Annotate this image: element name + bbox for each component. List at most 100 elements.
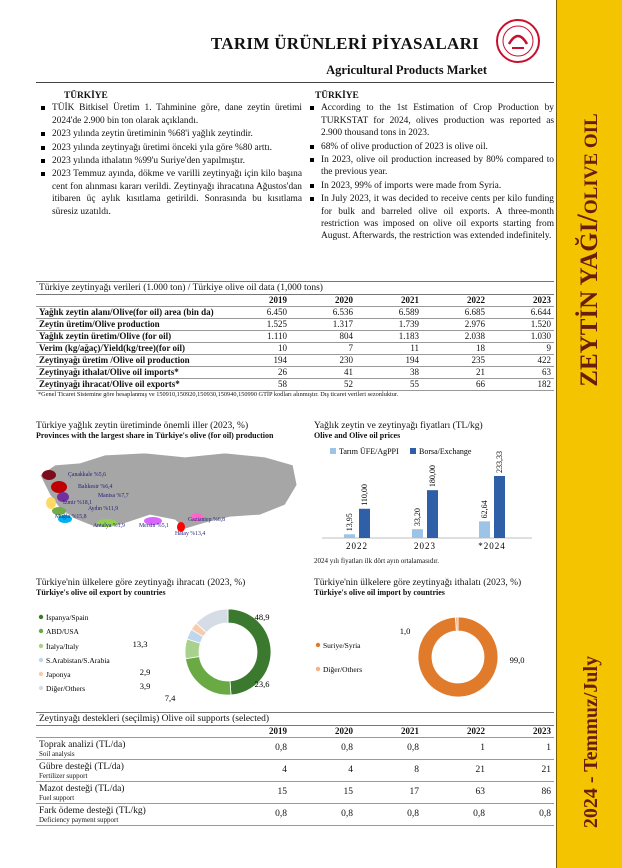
value-label: 7,4 bbox=[165, 693, 176, 703]
value-label: 2,9 bbox=[140, 667, 151, 677]
price-header: Yağlık zeytin ve zeytinyağı fiyatları (T… bbox=[314, 421, 554, 440]
price-note: 2024 yılı fiyatları ilk dört ayın ortala… bbox=[314, 557, 440, 565]
table-cell: 0,8 bbox=[275, 809, 287, 819]
value-label: 110,00 bbox=[360, 484, 369, 506]
export-subtitle: Türkiye's olive oil export by countries bbox=[36, 588, 166, 597]
header-title: TARIM ÜRÜNLERİ PİYASALARI bbox=[210, 34, 480, 53]
value-label: 13,3 bbox=[133, 639, 148, 649]
header-row: 2019 2020 2021 2022 2023 bbox=[36, 726, 554, 738]
legend-marker bbox=[38, 685, 44, 691]
legend-label: S.Arabistan/S.Arabia bbox=[46, 656, 110, 665]
province-shape bbox=[51, 481, 67, 493]
row-label-en: Fuel support bbox=[39, 794, 75, 802]
header-rule bbox=[36, 82, 554, 83]
legend-label: Borsa/Exchange bbox=[419, 447, 472, 456]
province-label: Manisa %7,7 bbox=[98, 493, 129, 499]
row-label-cell: Yağlık zeytin alanı/Olive(for oil) area … bbox=[36, 307, 224, 319]
column-header: 2022 bbox=[467, 726, 485, 736]
table-cell: 2.976 bbox=[464, 319, 485, 329]
table-cell: 17 bbox=[409, 787, 420, 797]
price-title: Yağlık zeytin ve zeytinyağı fiyatları (T… bbox=[314, 421, 483, 431]
province-label: İzmir %18,1 bbox=[63, 499, 92, 506]
table-cell: 6.685 bbox=[464, 307, 485, 317]
map-header: Türkiye yağlık zeytin üretiminde önemli … bbox=[36, 421, 306, 440]
table-cell: 0,8 bbox=[407, 743, 419, 753]
table-cell: 21 bbox=[541, 765, 552, 775]
row-label: Zeytinyağı ihracat/Olive oil exports* bbox=[39, 379, 180, 389]
table-row: Toprak analizi (TL/da) Soil analysis 0,8 0,… bbox=[36, 738, 554, 760]
import-chart: 99,0 Suriye/Syria 1,0 Diğer/Others bbox=[315, 616, 525, 698]
value-label: 1,0 bbox=[400, 626, 411, 636]
row-label: Zeytin üretim/Olive production bbox=[39, 319, 160, 329]
province-shape bbox=[191, 513, 203, 521]
value-label: 33,20 bbox=[413, 508, 422, 526]
bar bbox=[494, 476, 505, 538]
row-label: Zeytinyağı üretim /Olive oil production bbox=[39, 355, 190, 365]
logo bbox=[496, 19, 540, 63]
legend-marker bbox=[315, 642, 321, 648]
table-cell: 7 bbox=[348, 343, 354, 353]
donut-segment bbox=[195, 608, 229, 634]
table-cell: 21 bbox=[475, 765, 486, 775]
table-cell: 6.450 bbox=[266, 307, 287, 317]
table-cell: 0,8 bbox=[341, 743, 353, 753]
table-row: Verim (kg/ağaç)/Yield(kg/tree)(for oil) 1… bbox=[36, 343, 554, 355]
table-cell: 58 bbox=[278, 379, 287, 389]
bullet: In 2023, 99% of imports were made from S… bbox=[309, 180, 554, 192]
column-header: 2020 bbox=[335, 726, 353, 736]
product-sep: / bbox=[571, 214, 604, 224]
import-title: Türkiye'nin ülkelere göre zeytinyağı ith… bbox=[314, 578, 522, 588]
legend-label: Diğer/Others bbox=[46, 684, 85, 693]
bullet: According to the 1st Estimation of Crop … bbox=[309, 102, 554, 139]
country-shape bbox=[39, 452, 298, 530]
table-cell: 1 bbox=[546, 743, 551, 753]
row-label-en: Fertilizer support bbox=[39, 772, 88, 780]
row-label-cell: Mazot desteği (TL/da) Fuel support bbox=[36, 782, 224, 804]
bar bbox=[344, 534, 355, 538]
bullet-list: TÜİK Bitkisel Üretim 1. Tahminine göre, … bbox=[40, 102, 302, 218]
row-label: Verim (kg/ağaç)/Yield(kg/tree)(for oil) bbox=[39, 343, 185, 353]
value-label: 23,6 bbox=[255, 679, 270, 689]
row-label: Zeytinyağı ithalat/Olive oil imports* bbox=[39, 367, 179, 377]
legend-marker bbox=[38, 614, 44, 620]
row-label: Yağlık zeytin alanı/Olive(for oil) area … bbox=[39, 307, 214, 317]
table-cell: 235 bbox=[471, 355, 486, 365]
province-label: Çanakkale %5,6 bbox=[68, 472, 106, 478]
map-title: Türkiye yağlık zeytin üretiminde önemli … bbox=[36, 421, 249, 431]
row-label-cell: Verim (kg/ağaç)/Yield(kg/tree)(for oil) bbox=[36, 343, 224, 355]
table-cell: 422 bbox=[537, 355, 552, 365]
donut-segment bbox=[417, 616, 499, 698]
table-cell: 63 bbox=[542, 367, 551, 377]
province-label: Balıkesir %6,4 bbox=[78, 484, 113, 490]
province-shape bbox=[58, 515, 72, 523]
column-header: 2022 bbox=[467, 295, 485, 305]
province-shape bbox=[177, 522, 185, 532]
support-table: 2019 2020 2021 2022 2023 Toprak analizi (TL/d… bbox=[36, 726, 554, 826]
legend-swatch bbox=[410, 448, 416, 454]
bullet: 2023 Temmuz ayında, dökme ve varilli zey… bbox=[40, 168, 302, 218]
header-row: 2019 2020 2021 2022 2023 bbox=[36, 295, 554, 307]
sidebar-period: 2024 - Temmuz/July bbox=[580, 656, 602, 828]
bar bbox=[359, 508, 370, 538]
row-label-cell: Zeytinyağı üretim /Olive oil production bbox=[36, 355, 224, 367]
header-cell bbox=[36, 295, 224, 307]
province-shape bbox=[97, 519, 117, 527]
bar bbox=[427, 490, 438, 538]
row-label-en: Soil analysis bbox=[39, 750, 75, 758]
map: Çanakkale %5,6 Balıkesir %6,4 Manisa %7,7 İ… bbox=[39, 452, 298, 537]
table-row: Mazot desteği (TL/da) Fuel support 15 15 17 6… bbox=[36, 782, 554, 804]
donut-segment bbox=[185, 656, 232, 696]
table-cell: 21 bbox=[476, 367, 485, 377]
value-label: 99,0 bbox=[510, 655, 525, 665]
row-label: Mazot desteği (TL/da) bbox=[39, 784, 125, 794]
product-en: OLIVE OIL bbox=[581, 113, 602, 214]
summary-heading: TÜRKİYE bbox=[64, 91, 108, 101]
table-cell: 0,8 bbox=[473, 809, 485, 819]
category-label: 2023 bbox=[414, 541, 436, 551]
table-cell: 1 bbox=[480, 743, 485, 753]
data-table-block: Türkiye zeytinyağı verileri (1.000 ton) … bbox=[36, 281, 554, 398]
header-subtitle: Agricultural Products Market bbox=[326, 63, 487, 77]
table-title: Türkiye zeytinyağı verileri (1.000 ton) … bbox=[36, 281, 554, 295]
table-row: Zeytin üretim/Olive production 1.525 1.317… bbox=[36, 319, 554, 331]
province-shape bbox=[52, 507, 66, 515]
